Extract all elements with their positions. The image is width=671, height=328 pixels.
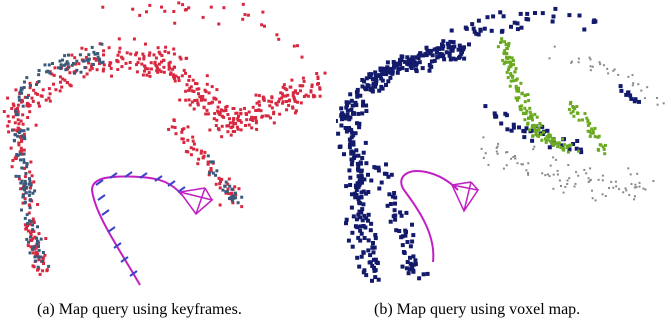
subfigure-a-plot xyxy=(0,0,335,290)
red-map-points-mid xyxy=(167,118,244,209)
voxel-points-dark-right xyxy=(618,84,641,104)
subfigure-a-caption: (a) Map query using keyframes. xyxy=(37,301,242,318)
blue-map-points-left xyxy=(11,104,51,269)
blue-map-points-mid xyxy=(206,154,244,205)
blue-map-points xyxy=(17,42,105,102)
voxel-points-dark-left xyxy=(336,107,381,283)
camera-trajectory-icon xyxy=(90,175,183,286)
red-map-points xyxy=(2,37,327,139)
voxel-points-green-right xyxy=(567,100,607,156)
point-cloud-icon xyxy=(2,1,327,286)
sparse-points xyxy=(101,1,304,59)
camera-frustum-icon xyxy=(450,181,480,213)
voxel-points-grey-top xyxy=(548,45,665,106)
voxel-points-dark-arc xyxy=(339,39,471,119)
voxel-points-grey xyxy=(480,136,655,202)
camera-trajectory-icon xyxy=(400,170,459,263)
voxel-points-dark-lower xyxy=(369,162,430,281)
voxel-points-green xyxy=(496,37,581,154)
voxel-points-dark-top xyxy=(448,6,598,44)
subfigure-b-plot xyxy=(336,0,671,290)
camera-frustum-icon xyxy=(178,187,214,216)
voxel-point-cloud-icon xyxy=(336,6,665,283)
keyframe-markers xyxy=(95,171,186,277)
subfigure-b-caption: (b) Map query using voxel map. xyxy=(374,301,581,318)
